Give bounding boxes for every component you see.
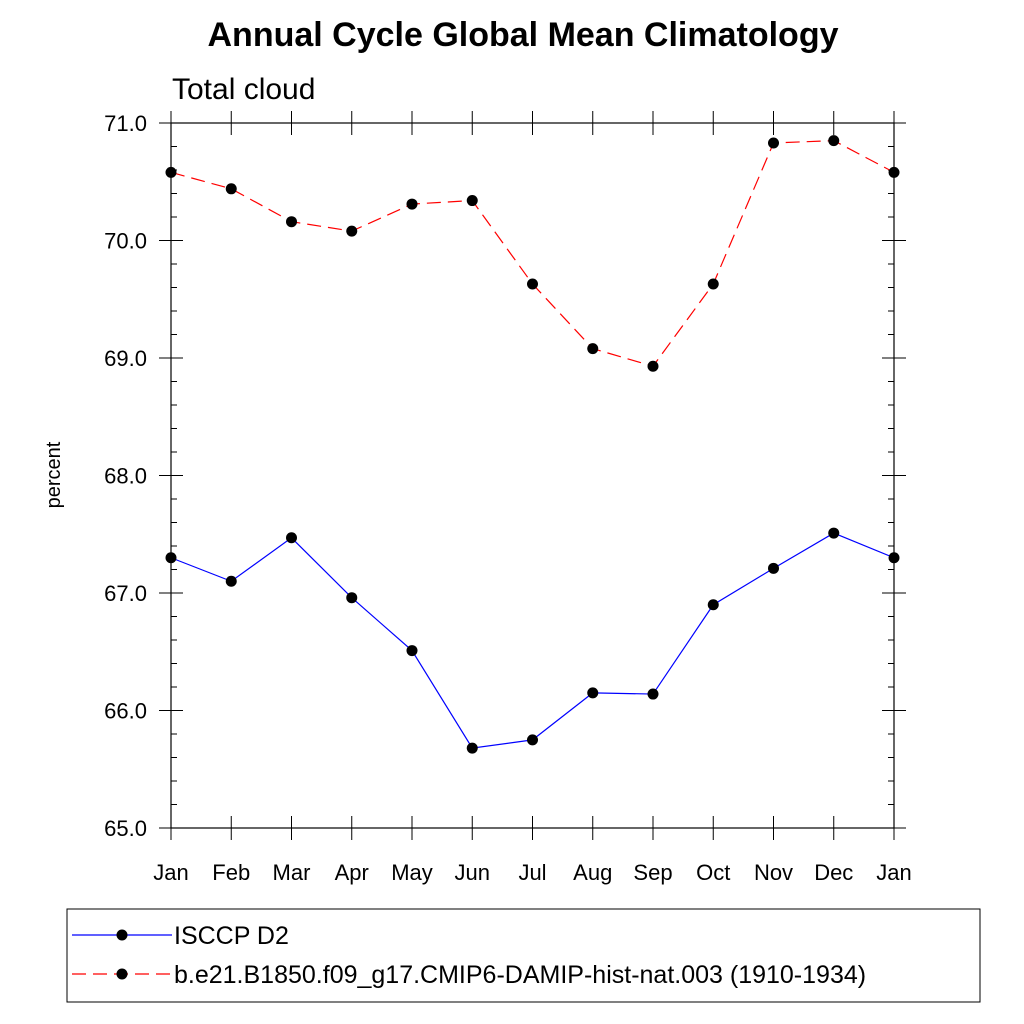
series-lines — [170, 140, 895, 749]
data-point-series-1 — [466, 195, 478, 207]
data-point-series-1 — [707, 278, 719, 290]
data-point-series-1 — [647, 360, 659, 372]
x-tick-label: Dec — [814, 860, 853, 885]
data-point-series-1 — [828, 135, 840, 147]
data-point-series-1 — [346, 225, 358, 237]
data-point-series-1 — [225, 183, 237, 195]
data-point-series-1 — [888, 166, 900, 178]
legend-marker-0 — [116, 929, 128, 941]
x-tick-label: Oct — [696, 860, 730, 885]
data-point-series-0 — [707, 599, 719, 611]
plot-frame — [170, 122, 895, 829]
legend: ISCCP D2 b.e21.B1850.f09_g17.CMIP6-DAMIP-… — [72, 922, 866, 989]
x-tick-label: May — [391, 860, 433, 885]
data-point-series-0 — [888, 552, 900, 564]
y-tick-label: 65.0 — [104, 816, 147, 841]
y-tick-label: 68.0 — [104, 464, 147, 489]
data-point-series-0 — [406, 645, 418, 657]
legend-box — [66, 908, 981, 1003]
x-tick-label: Feb — [212, 860, 250, 885]
axis-ticks — [159, 111, 906, 840]
data-point-series-1 — [527, 278, 538, 290]
series-markers — [165, 135, 900, 754]
data-point-series-0 — [828, 527, 840, 539]
y-tick-labels: 65.0 66.0 67.0 68.0 69.0 70.0 71.0 — [104, 111, 147, 841]
y-tick-label: 70.0 — [104, 229, 147, 254]
x-tick-label: Mar — [273, 860, 311, 885]
data-point-series-1 — [768, 137, 779, 149]
data-point-series-0 — [768, 562, 779, 574]
data-point-series-0 — [165, 552, 177, 564]
chart-subtitle: Total cloud — [172, 73, 315, 106]
data-point-series-0 — [587, 687, 599, 699]
data-point-series-0 — [225, 575, 237, 587]
legend-marker-1 — [116, 968, 128, 980]
data-point-series-1 — [286, 216, 297, 228]
y-tick-label: 66.0 — [104, 699, 147, 724]
chart-title: Annual Cycle Global Mean Climatology — [208, 16, 839, 54]
y-tick-label: 69.0 — [104, 346, 147, 371]
data-point-series-1 — [165, 166, 177, 178]
data-point-series-0 — [346, 592, 358, 604]
x-tick-label: Jan — [876, 860, 911, 885]
x-tick-label: Apr — [335, 860, 369, 885]
series-line-0 — [170, 532, 895, 749]
x-tick-labels: Jan Feb Mar Apr May Jun Jul Aug Sep Oct Nov Dec Jan — [153, 860, 911, 885]
x-tick-label: Jul — [518, 860, 546, 885]
legend-label-1: b.e21.B1850.f09_g17.CMIP6-DAMIP-hist-nat… — [174, 961, 866, 989]
y-axis-label: percent — [43, 441, 65, 508]
x-tick-label: Aug — [573, 860, 612, 885]
legend-label-0: ISCCP D2 — [174, 922, 289, 950]
x-tick-label: Jun — [455, 860, 490, 885]
x-tick-label: Nov — [754, 860, 793, 885]
y-tick-label: 67.0 — [104, 581, 147, 606]
series-line-1 — [170, 140, 895, 367]
data-point-series-0 — [466, 742, 478, 754]
x-tick-label: Jan — [153, 860, 188, 885]
data-point-series-1 — [406, 198, 418, 210]
data-point-series-0 — [286, 532, 297, 544]
x-tick-label: Sep — [633, 860, 672, 885]
data-point-series-0 — [527, 734, 538, 746]
data-point-series-1 — [587, 343, 599, 355]
y-tick-label: 71.0 — [104, 111, 147, 136]
data-point-series-0 — [647, 688, 659, 700]
